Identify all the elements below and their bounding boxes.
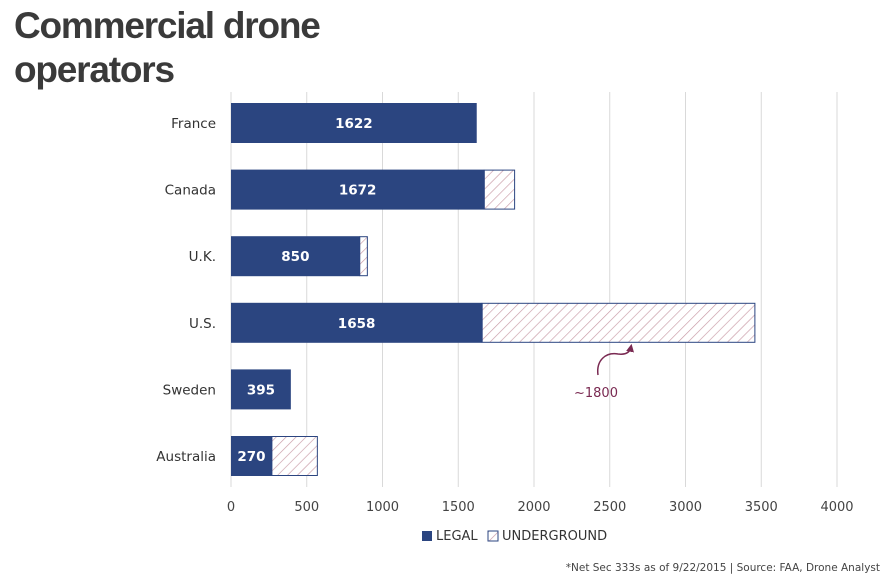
x-tick-label: 4000 [820,500,853,515]
bar-legal [231,236,360,277]
x-tick-label: 3500 [745,500,778,515]
bar-value-label: 850 [281,249,309,265]
bar-underground [359,236,368,277]
bar-legal [231,103,477,143]
legend-swatch-legal [422,531,432,541]
category-label: Australia [156,449,216,465]
category-label: U.K. [189,249,216,265]
category-labels: France Canada U.K. U.S. Sweden Australia [156,116,216,465]
category-label: France [171,116,216,132]
bars [231,103,756,476]
bar-value-label: 1672 [339,183,377,199]
category-label: Sweden [163,382,216,398]
source-footnote: *Net Sec 333s as of 9/22/2015 | Source: … [565,562,880,574]
bar-underground [481,302,756,343]
x-tick-label: 3000 [669,500,702,515]
category-label: Canada [165,183,216,199]
bar-value-label: 1658 [338,316,376,332]
bar-legal [231,169,485,210]
legend: LEGAL UNDERGROUND [422,529,607,544]
bar-value-label: 395 [247,382,275,398]
bar-legal [231,436,272,476]
bar-value-label: 270 [237,449,265,465]
x-axis-ticks: 0 500 1000 1500 2000 2500 3000 3500 4000 [227,500,854,515]
legend-swatch-underground [487,530,499,542]
legend-label-underground: UNDERGROUND [502,529,607,544]
x-tick-label: 2500 [593,500,626,515]
data-labels: 1622 1672 850 1658 395 270 [237,116,376,465]
chart-title: Commercial drone operators [14,5,321,90]
x-tick-label: 0 [227,500,235,515]
annotation: ~1800 [574,343,634,401]
category-label: U.S. [189,316,216,332]
annotation-label: ~1800 [574,386,618,401]
annotation-arrow [597,343,634,376]
bar-underground [483,169,516,210]
gridlines [230,92,838,487]
bar-value-label: 1622 [335,116,373,132]
x-tick-label: 1500 [442,500,475,515]
legend-label-legal: LEGAL [436,529,478,544]
bar-legal [231,369,291,410]
x-tick-label: 1000 [366,500,399,515]
x-tick-label: 500 [294,500,319,515]
bar-legal [231,302,483,343]
bar-underground [271,436,318,476]
x-tick-label: 2000 [517,500,550,515]
